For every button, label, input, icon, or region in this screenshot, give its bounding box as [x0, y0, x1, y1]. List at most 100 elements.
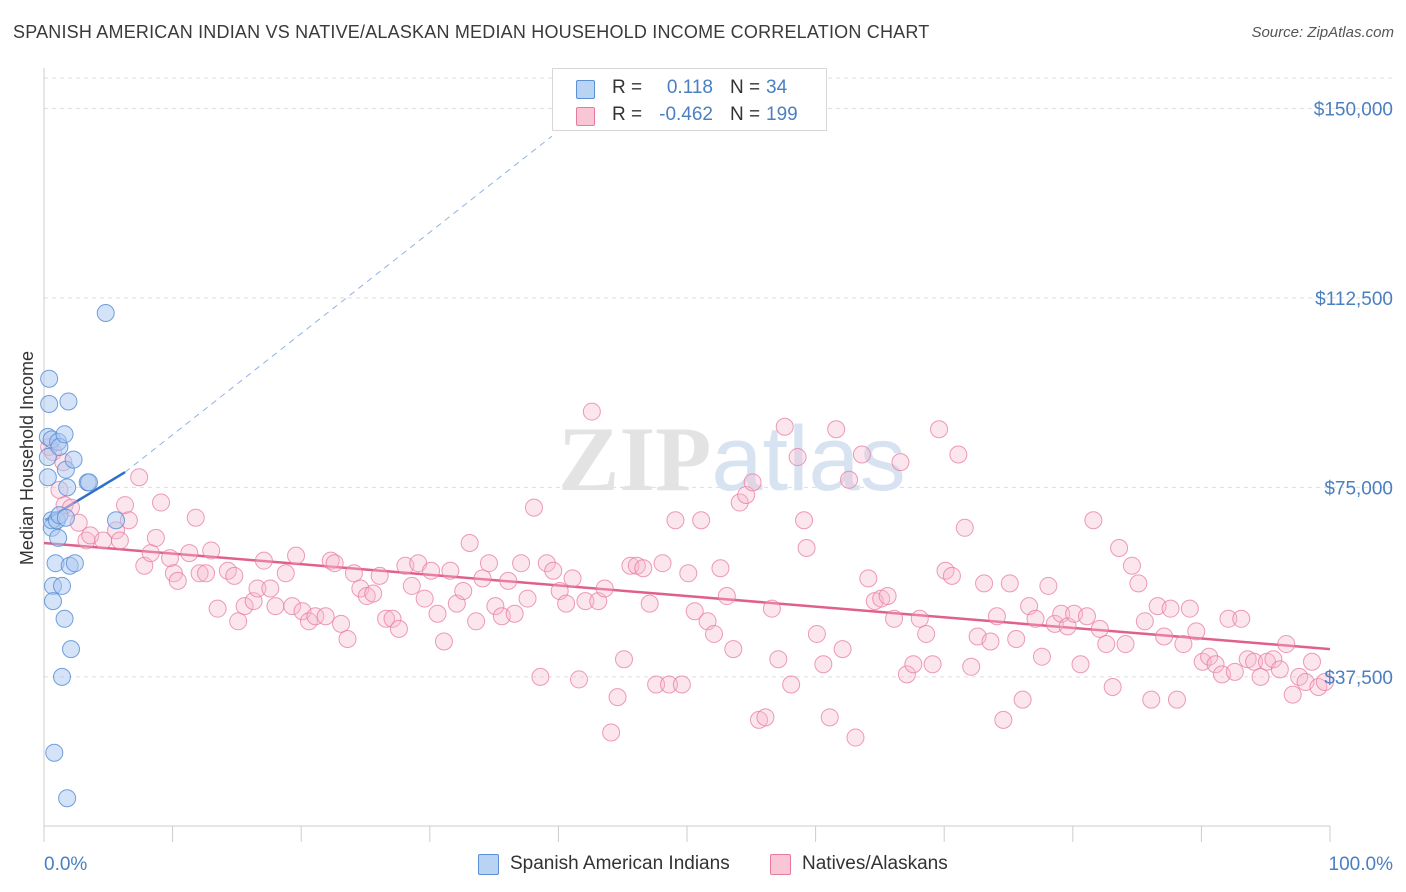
y-tick-label: $150,000 — [1314, 99, 1393, 120]
point-natives-alaskans — [846, 728, 865, 747]
point-natives-alaskans — [724, 640, 743, 659]
point-spanish-american-indians — [53, 667, 72, 686]
axes — [43, 68, 1331, 842]
point-natives-alaskans — [1116, 635, 1135, 654]
point-natives-alaskans — [130, 468, 149, 487]
point-natives-alaskans — [923, 655, 942, 674]
blue-swatch — [478, 854, 499, 875]
point-natives-alaskans — [467, 612, 486, 631]
point-natives-alaskans — [1315, 672, 1334, 691]
n-label: N = — [730, 104, 761, 125]
point-natives-alaskans — [820, 708, 839, 727]
point-natives-alaskans — [1245, 652, 1264, 671]
trend-extension-spanish-american-indians — [124, 135, 553, 473]
point-natives-alaskans — [316, 607, 335, 626]
point-natives-alaskans — [202, 541, 221, 560]
point-natives-alaskans — [930, 420, 949, 439]
point-natives-alaskans — [389, 619, 408, 638]
point-natives-alaskans — [1283, 685, 1302, 704]
point-natives-alaskans — [1084, 511, 1103, 530]
legend-label: Spanish American Indians — [510, 853, 730, 874]
r-label: R = — [612, 104, 643, 125]
point-natives-alaskans — [782, 675, 801, 694]
y-tick-label: $112,500 — [1315, 289, 1393, 310]
point-natives-alaskans — [486, 597, 505, 616]
point-spanish-american-indians — [55, 425, 74, 444]
point-natives-alaskans — [717, 587, 736, 606]
point-natives-alaskans — [1000, 574, 1019, 593]
point-natives-alaskans — [705, 624, 724, 643]
point-natives-alaskans — [692, 511, 711, 530]
point-natives-alaskans — [261, 579, 280, 598]
legend-label: Natives/Alaskans — [802, 853, 948, 874]
point-natives-alaskans — [283, 597, 302, 616]
point-natives-alaskans — [364, 584, 383, 603]
n-label: N = — [730, 77, 761, 98]
point-spanish-american-indians — [38, 448, 57, 467]
point-natives-alaskans — [479, 554, 498, 573]
point-natives-alaskans — [563, 569, 582, 588]
point-natives-alaskans — [266, 597, 285, 616]
n-value: 199 — [766, 104, 798, 125]
point-natives-alaskans — [370, 566, 389, 585]
point-natives-alaskans — [146, 528, 165, 547]
n-value: 34 — [766, 77, 788, 98]
point-natives-alaskans — [422, 561, 441, 580]
point-natives-alaskans — [833, 640, 852, 659]
point-natives-alaskans — [1206, 655, 1225, 674]
point-spanish-american-indians — [64, 450, 83, 469]
point-natives-alaskans — [685, 602, 704, 621]
point-spanish-american-indians — [58, 478, 77, 497]
point-natives-alaskans — [666, 511, 685, 530]
point-natives-alaskans — [344, 564, 363, 583]
point-natives-alaskans — [1264, 650, 1283, 669]
point-natives-alaskans — [840, 470, 859, 489]
point-natives-alaskans — [208, 599, 227, 618]
correlation-legend: R = 0.118 N = 34 R = -0.462 N = 199 — [552, 68, 827, 131]
point-natives-alaskans — [1187, 622, 1206, 641]
point-spanish-american-indians — [40, 369, 59, 388]
point-natives-alaskans — [1302, 652, 1321, 671]
point-natives-alaskans — [1161, 599, 1180, 618]
r-label: R = — [612, 77, 643, 98]
point-natives-alaskans — [402, 576, 421, 595]
point-natives-alaskans — [1026, 609, 1045, 628]
blue-swatch — [576, 80, 595, 99]
pink-swatch — [770, 854, 791, 875]
point-natives-alaskans — [653, 554, 672, 573]
point-natives-alaskans — [1270, 660, 1289, 679]
point-natives-alaskans — [788, 448, 807, 467]
point-natives-alaskans — [434, 632, 453, 651]
point-natives-alaskans — [1007, 630, 1026, 648]
point-natives-alaskans — [325, 554, 344, 573]
point-natives-alaskans — [1232, 609, 1251, 628]
point-natives-alaskans — [152, 493, 171, 512]
point-natives-alaskans — [499, 571, 518, 590]
point-natives-alaskans — [276, 564, 295, 583]
point-natives-alaskans — [602, 723, 621, 742]
point-natives-alaskans — [730, 493, 749, 512]
point-natives-alaskans — [235, 597, 254, 616]
point-natives-alaskans — [190, 564, 209, 583]
point-natives-alaskans — [885, 609, 904, 628]
point-natives-alaskans — [531, 667, 550, 686]
point-spanish-american-indians — [107, 511, 126, 530]
point-natives-alaskans — [428, 604, 447, 623]
point-natives-alaskans — [441, 561, 460, 580]
y-axis-label: Median Household Income — [17, 351, 37, 565]
point-natives-alaskans — [1219, 609, 1238, 628]
r-value: 0.118 — [666, 77, 713, 98]
point-natives-alaskans — [1077, 607, 1096, 626]
point-natives-alaskans — [955, 518, 974, 537]
point-natives-alaskans — [512, 554, 531, 573]
point-spanish-american-indians — [65, 554, 84, 573]
point-natives-alaskans — [338, 630, 357, 648]
point-natives-alaskans — [1013, 690, 1032, 709]
chart-title: SPANISH AMERICAN INDIAN VS NATIVE/ALASKA… — [13, 22, 930, 42]
data-points — [38, 304, 1334, 808]
point-spanish-american-indians — [96, 304, 115, 323]
point-natives-alaskans — [557, 594, 576, 613]
chart-source: Source: ZipAtlas.com — [1251, 24, 1394, 41]
point-natives-alaskans — [377, 609, 396, 628]
point-natives-alaskans — [524, 498, 543, 517]
